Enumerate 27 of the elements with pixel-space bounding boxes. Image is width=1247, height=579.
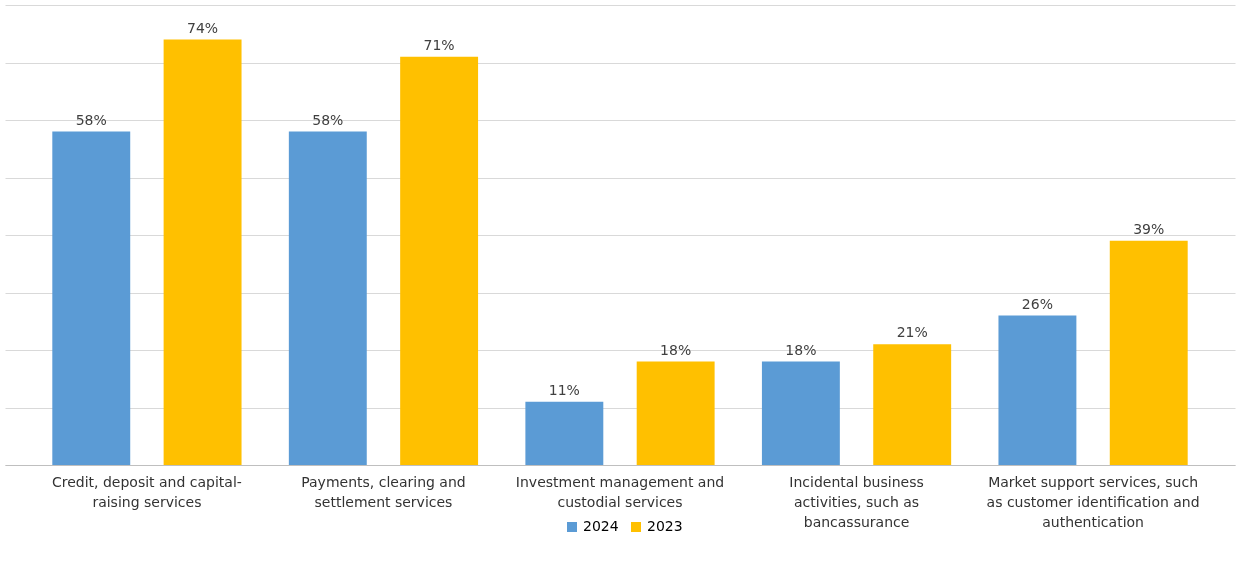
legend-label: 2024 xyxy=(583,518,619,534)
x-tick-label: Investment management and custodial services xyxy=(515,473,725,510)
legend-label: 2023 xyxy=(647,518,683,534)
bar xyxy=(761,361,840,465)
bar xyxy=(163,39,242,465)
x-tick-label: Payments, clearing and settlement services xyxy=(301,473,466,510)
bar xyxy=(400,56,479,465)
data-label: 11% xyxy=(548,381,580,398)
data-label: 18% xyxy=(785,341,817,358)
data-label: 18% xyxy=(660,341,692,358)
data-label: 26% xyxy=(1021,295,1053,312)
data-label: 21% xyxy=(896,324,928,341)
bar xyxy=(998,315,1077,465)
data-label: 39% xyxy=(1133,220,1165,237)
data-label: 58% xyxy=(312,111,344,128)
bar xyxy=(873,344,952,465)
data-label: 58% xyxy=(75,111,107,128)
x-tick-label: Credit, deposit and capital-raising services xyxy=(51,473,242,510)
x-tick-label: Market support services, such as customer identification and authentication xyxy=(986,473,1200,530)
x-tick-label: Incidental business activities, such as bancassurance xyxy=(789,473,924,530)
bar xyxy=(1109,240,1188,465)
bar xyxy=(636,361,715,465)
bar xyxy=(288,131,367,465)
bar xyxy=(525,401,604,465)
data-label: 74% xyxy=(187,19,219,36)
bar xyxy=(52,131,131,465)
data-label: 71% xyxy=(423,36,455,53)
